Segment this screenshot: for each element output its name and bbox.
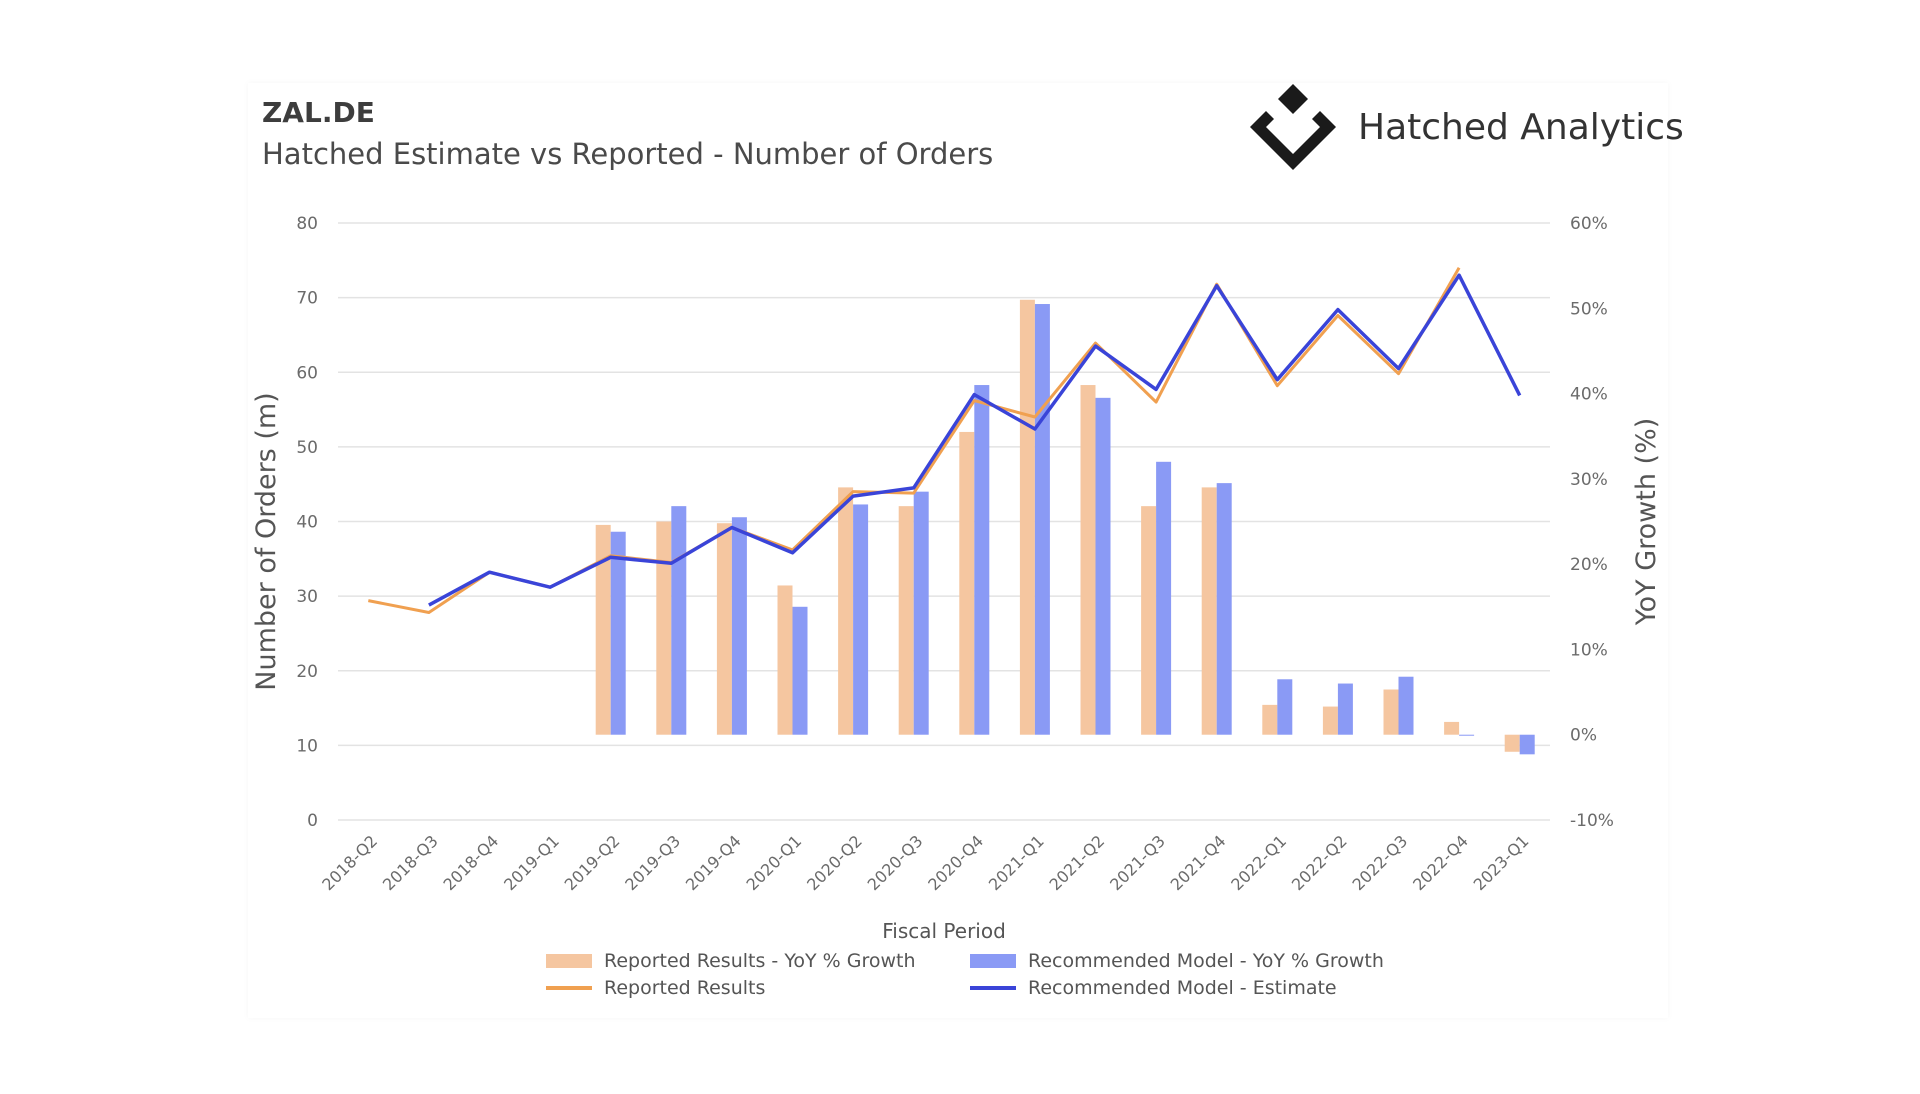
bar-reported-growth: [1383, 689, 1399, 735]
y2-tick-label: 10%: [1570, 640, 1608, 660]
x-tick-label: 2018-Q4: [439, 831, 502, 894]
y-tick-label: 80: [296, 214, 318, 234]
y-tick-label: 40: [296, 513, 318, 533]
y-tick-label: 10: [296, 736, 318, 756]
x-tick-label: 2021-Q4: [1167, 831, 1230, 894]
x-tick-label: 2022-Q4: [1409, 831, 1472, 894]
bar-model-growth: [1034, 304, 1050, 735]
x-tick-label: 2022-Q3: [1348, 831, 1411, 894]
x-tick-label: 2021-Q3: [1106, 831, 1169, 894]
y-tick-label: 70: [296, 289, 318, 309]
legend-swatch-model-line: [970, 986, 1016, 990]
y2-tick-label: 30%: [1570, 470, 1608, 490]
x-tick-label: 2019-Q2: [561, 831, 624, 894]
x-tick-label: 2019-Q3: [621, 831, 684, 894]
x-tick-label: 2022-Q1: [1227, 831, 1290, 894]
chart-ticker: ZAL.DE: [262, 96, 375, 129]
x-tick-label: 2023-Q1: [1470, 831, 1533, 894]
bar-reported-growth: [1141, 506, 1157, 735]
x-tick-label: 2018-Q2: [318, 831, 381, 894]
x-tick-label: 2020-Q1: [742, 831, 805, 894]
legend-item-reported-line: Reported Results: [546, 977, 765, 999]
chart-card: [248, 83, 1668, 1018]
bar-reported-growth: [1504, 734, 1520, 752]
x-axis-label: Fiscal Period: [882, 919, 1006, 943]
legend-label: Reported Results - YoY % Growth: [604, 950, 916, 972]
bar-reported-growth: [838, 487, 854, 735]
x-tick-label: 2021-Q1: [985, 831, 1048, 894]
bar-model-growth: [731, 517, 747, 735]
y-tick-label: 30: [296, 587, 318, 607]
y-tick-label: 60: [296, 363, 318, 383]
bar-reported-growth: [1201, 487, 1217, 735]
legend-item-model-line: Recommended Model - Estimate: [970, 977, 1337, 999]
bar-model-growth: [792, 606, 808, 735]
y2-tick-label: 20%: [1570, 555, 1608, 575]
bar-reported-growth: [898, 506, 914, 735]
legend-swatch-reported-line: [546, 986, 592, 990]
bar-reported-growth: [1444, 721, 1460, 735]
bar-model-growth: [913, 491, 929, 735]
x-tick-label: 2019-Q1: [500, 831, 563, 894]
legend-swatch-model-bar: [970, 954, 1016, 968]
bar-model-growth: [1277, 679, 1293, 735]
bar-reported-growth: [777, 585, 793, 735]
bar-model-growth: [853, 504, 869, 735]
y2-tick-label: 0%: [1570, 726, 1597, 746]
x-tick-label: 2022-Q2: [1288, 831, 1351, 894]
chart-subtitle: Hatched Estimate vs Reported - Number of…: [262, 137, 994, 171]
bar-reported-growth: [716, 523, 732, 735]
bar-model-growth: [974, 385, 990, 735]
y2-tick-label: 50%: [1570, 299, 1608, 319]
y2-axis-label: YoY Growth (%): [1631, 418, 1662, 627]
x-tick-label: 2020-Q2: [803, 831, 866, 894]
bar-reported-growth: [1322, 706, 1338, 735]
bar-model-growth: [1216, 483, 1232, 735]
legend-item-model-bar: Recommended Model - YoY % Growth: [970, 950, 1384, 972]
bar-reported-growth: [1262, 704, 1278, 735]
x-tick-label: 2018-Q3: [379, 831, 442, 894]
legend-item-reported-bar: Reported Results - YoY % Growth: [546, 950, 916, 972]
bar-model-growth: [671, 506, 687, 735]
x-tick-label: 2020-Q3: [864, 831, 927, 894]
hatched-diamond-logo-icon: [1250, 84, 1336, 170]
bar-model-growth: [1398, 676, 1414, 735]
x-tick-label: 2019-Q4: [682, 831, 745, 894]
bar-model-growth: [1095, 397, 1111, 735]
bar-reported-growth: [959, 431, 975, 735]
y-tick-label: 20: [296, 662, 318, 682]
bar-reported-growth: [1019, 299, 1035, 735]
bar-model-growth: [1156, 461, 1172, 735]
bar-model-growth: [1519, 734, 1535, 755]
bar-model-growth: [1459, 734, 1475, 736]
bar-reported-growth: [595, 524, 611, 735]
y-tick-label: 0: [307, 811, 318, 831]
line-model-estimate: [428, 273, 1522, 607]
y2-tick-label: 40%: [1570, 385, 1608, 405]
bar-reported-growth: [656, 521, 672, 735]
legend-label: Reported Results: [604, 977, 766, 999]
x-tick-label: 2021-Q2: [1045, 831, 1108, 894]
legend-label: Recommended Model - YoY % Growth: [1028, 950, 1384, 972]
bar-model-growth: [1337, 683, 1353, 735]
x-tick-label: 2020-Q4: [924, 831, 987, 894]
brand-name: Hatched Analytics: [1358, 106, 1684, 148]
bar-model-growth: [610, 531, 626, 735]
bar-reported-growth: [1080, 385, 1096, 735]
brand: Hatched Analytics: [1248, 82, 1684, 172]
legend-label: Recommended Model - Estimate: [1028, 977, 1337, 999]
legend-swatch-reported-bar: [546, 954, 592, 968]
y-axis-label: Number of Orders (m): [251, 392, 282, 690]
y2-tick-label: -10%: [1570, 811, 1614, 831]
y2-tick-label: 60%: [1570, 214, 1608, 234]
y-tick-label: 50: [296, 438, 318, 458]
